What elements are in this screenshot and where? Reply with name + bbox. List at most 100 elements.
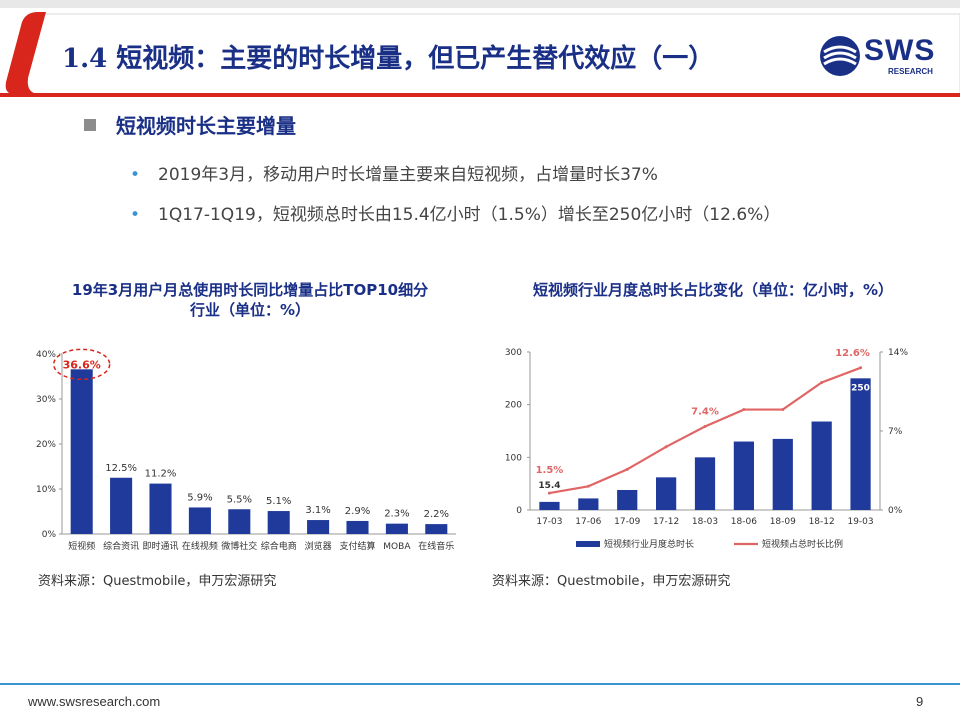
footer-divider (0, 683, 960, 685)
x-tick-label: 即时通讯 (142, 540, 178, 552)
right-combo-chart: 0 100 200 300 0% 7% 14% 17-03 17-06 17-09 17-12 18-… (505, 348, 909, 550)
bar (110, 477, 133, 534)
bar (578, 498, 599, 510)
logo-text: SWS (864, 34, 936, 67)
ratio-point (742, 408, 746, 412)
bar (656, 477, 677, 510)
x-tick-label: 综合电商 (261, 540, 297, 552)
line-data-label: 12.6% (835, 348, 870, 359)
page-title: 1.4 短视频：主要的时长增量，但已产生替代效应（一） (62, 44, 715, 74)
y-tick-label: 30% (36, 395, 56, 405)
bar-data-label: 15.4 (538, 481, 560, 491)
square-bullet-icon (84, 119, 96, 131)
right-chart-title: 短视频行业月度总时长占比变化（单位：亿小时，%） (532, 281, 894, 299)
header: 1.4 短视频：主要的时长增量，但已产生替代效应（一） SWS RESEARCH (0, 8, 960, 94)
data-label: 11.2% (145, 469, 177, 480)
data-label: 36.6% (63, 358, 101, 371)
bar (307, 520, 330, 534)
line-data-label: 1.5% (536, 465, 564, 476)
right-y-tick-label: 7% (888, 427, 903, 437)
data-label: 3.1% (305, 505, 330, 516)
bar (188, 507, 211, 534)
data-label: 2.2% (424, 509, 449, 520)
data-label: 2.9% (345, 506, 370, 517)
bullet-text-1: 2019年3月，移动用户时长增量主要来自短视频，占增量时长37% (158, 165, 658, 185)
bar (539, 501, 560, 510)
left-y-tick-label: 200 (505, 401, 522, 411)
bar (811, 421, 832, 510)
x-tick-label: 17-09 (614, 517, 640, 527)
section-heading-text: 短视频时长主要增量 (116, 114, 296, 138)
x-tick-label: 18-06 (731, 517, 757, 527)
bar (772, 438, 793, 510)
ratio-point (781, 408, 785, 412)
top-band (0, 0, 960, 8)
x-tick-label: MOBA (383, 542, 411, 552)
left-chart-title-line2: 行业（单位：%） (189, 301, 311, 319)
left-chart-title-line1: 19年3月用户月总使用时长同比增量占比TOP10细分 (71, 281, 429, 299)
y-tick-label: 10% (36, 485, 56, 495)
bullet-text-2: 1Q17-1Q19，短视频总时长由15.4亿小时（1.5%）增长至250亿小时（… (158, 205, 781, 225)
x-tick-label: 短视频 (68, 540, 95, 552)
legend-bar-swatch (576, 541, 600, 547)
bar (617, 489, 638, 510)
bullet-dot-icon: • (130, 205, 141, 225)
x-tick-label: 17-12 (653, 517, 679, 527)
ratio-point (859, 366, 863, 370)
bar (70, 369, 93, 534)
x-tick-label: 支付结算 (339, 540, 375, 552)
x-tick-label: 微博社交 (221, 540, 257, 552)
right-y-tick-label: 0% (888, 506, 903, 516)
data-label: 12.5% (105, 463, 137, 474)
bar (385, 523, 408, 534)
ratio-point (547, 491, 551, 495)
bullet-item-1: • 2019年3月，移动用户时长增量主要来自短视频，占增量时长37% (130, 160, 658, 185)
bar (850, 378, 871, 510)
left-y-tick-label: 0 (516, 506, 522, 516)
ratio-point (625, 467, 629, 471)
x-tick-label: 浏览器 (305, 540, 332, 552)
ratio-point (703, 424, 707, 428)
page-number: 9 (916, 694, 924, 709)
x-tick-label: 17-06 (575, 517, 601, 527)
section-heading: 短视频时长主要增量 (84, 110, 296, 139)
header-background (5, 12, 960, 94)
x-tick-label: 18-09 (770, 517, 796, 527)
bullet-item-2: • 1Q17-1Q19，短视频总时长由15.4亿小时（1.5%）增长至250亿小时… (130, 200, 780, 225)
x-tick-label: 17-03 (536, 517, 562, 527)
line-data-label: 7.4% (691, 406, 719, 417)
bar (733, 441, 754, 510)
ratio-point (664, 445, 668, 449)
data-label: 5.5% (227, 494, 252, 505)
data-label: 2.3% (384, 509, 409, 520)
right-y-tick-label: 14% (888, 348, 908, 358)
footer-url-link[interactable]: www.swsresearch.com (28, 694, 161, 709)
bullet-dot-icon: • (130, 165, 141, 185)
bar (425, 524, 448, 534)
bar (228, 509, 251, 534)
logo-mark-icon (820, 36, 860, 76)
left-bar-chart: 0% 10% 20% 30% 40% 36.6% 短视频 12.5% 综合资讯 11.2% 即时通讯… (36, 348, 456, 552)
x-tick-label: 在线音乐 (418, 540, 454, 552)
bar (346, 520, 369, 534)
right-source: 资料来源：Questmobile，申万宏源研究 (492, 574, 731, 589)
x-tick-label: 18-03 (692, 517, 718, 527)
sws-logo: SWS RESEARCH (818, 34, 948, 78)
bar (267, 511, 290, 534)
legend-line-label: 短视频占总时长比例 (762, 538, 843, 550)
left-source: 资料来源：Questmobile，申万宏源研究 (38, 574, 277, 589)
ratio-point (586, 484, 590, 488)
ratio-point (820, 380, 824, 384)
x-tick-label: 综合资讯 (103, 540, 139, 552)
data-label: 5.9% (187, 492, 212, 503)
left-y-tick-label: 100 (505, 453, 522, 463)
bar (694, 457, 716, 510)
y-tick-label: 0% (42, 530, 57, 540)
bar-data-label: 250 (851, 383, 870, 393)
y-tick-label: 20% (36, 440, 56, 450)
y-tick-label: 40% (36, 350, 56, 360)
data-label: 5.1% (266, 496, 291, 507)
bar (149, 483, 172, 534)
x-tick-label: 19-03 (847, 517, 873, 527)
x-tick-label: 在线视频 (182, 540, 218, 552)
